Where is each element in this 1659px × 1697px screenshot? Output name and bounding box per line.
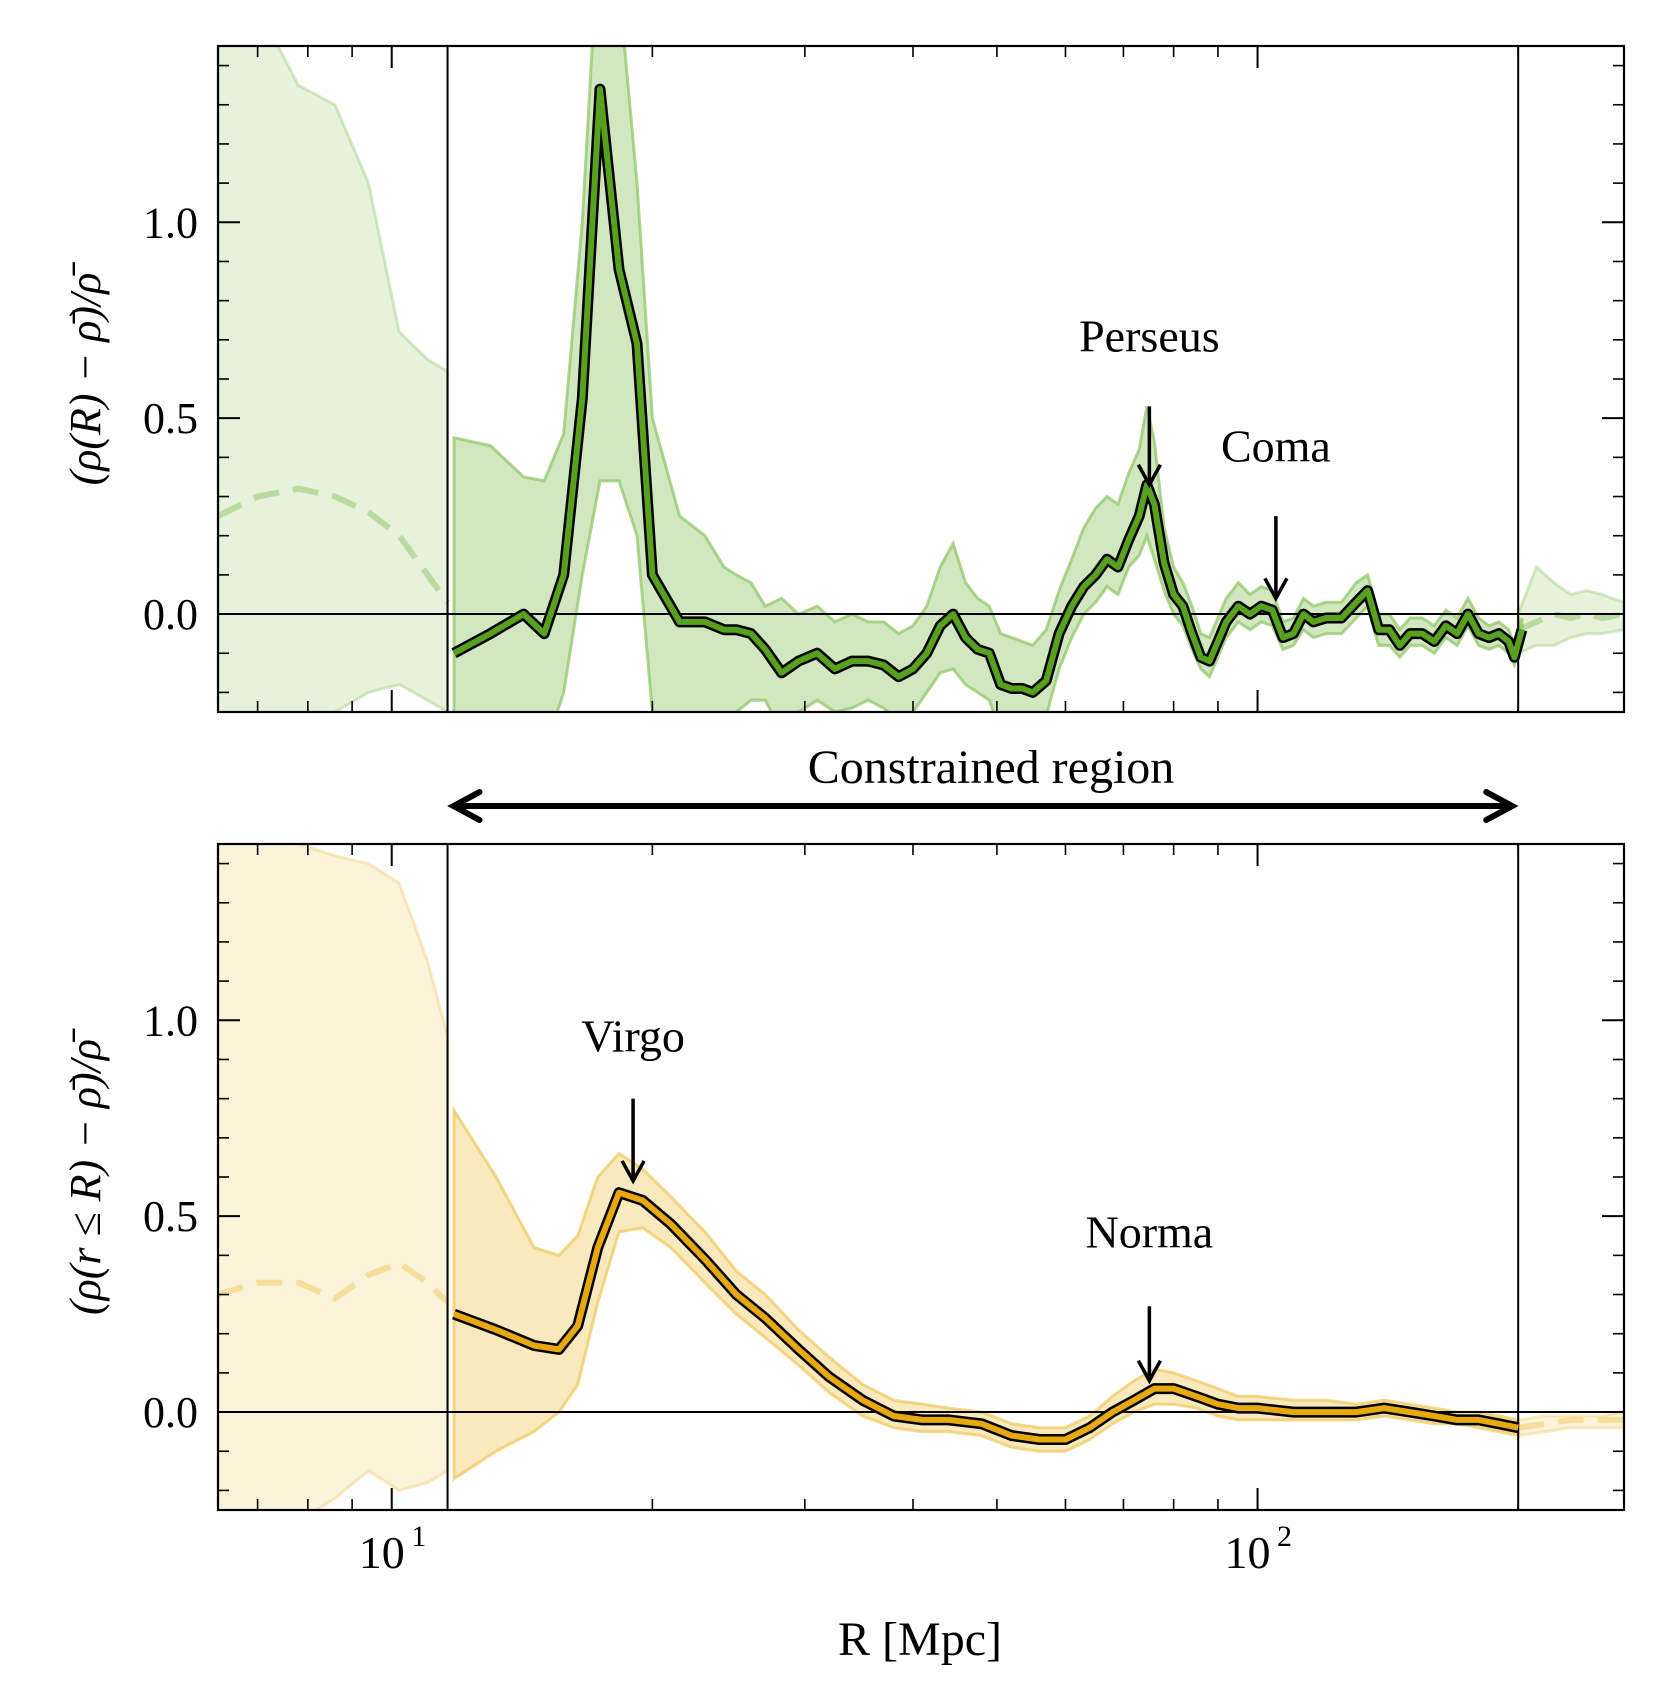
xtick-label: 10 bbox=[1225, 1527, 1271, 1578]
top-ytick-label: 0.5 bbox=[143, 394, 198, 443]
top-unconstrained-line-left bbox=[218, 485, 450, 605]
constrained-region-arrowhead-left bbox=[447, 789, 483, 823]
top-unconstrained-band-left bbox=[218, 46, 449, 712]
top-plot-frame bbox=[216, 44, 1626, 714]
annotation-norma: Norma bbox=[1085, 1207, 1213, 1258]
bottom-unconstrained-line-left bbox=[218, 1259, 450, 1305]
annotation-arrowhead-norma bbox=[1136, 1359, 1162, 1385]
bottom-unconstrained-line-right bbox=[1517, 1416, 1624, 1431]
annotation-arrowhead-coma bbox=[1263, 577, 1289, 603]
annotation-arrowhead-virgo bbox=[620, 1160, 646, 1185]
top-panel: 0.0 0.5 1.0 (ρ(R) − ρ̄)/ρ̄ Perseus Coma bbox=[61, 44, 1626, 714]
annotation-perseus: Perseus bbox=[1079, 311, 1220, 362]
x-axis-label: R [Mpc] bbox=[838, 1613, 1002, 1666]
xtick-label-exponent: 2 bbox=[1277, 1520, 1292, 1553]
constrained-region-annotation: Constrained region bbox=[447, 741, 1519, 823]
bottom-ytick-label: 0.5 bbox=[143, 1192, 198, 1241]
bottom-unconstrained-band-left bbox=[218, 844, 449, 1510]
bottom-ytick-label: 1.0 bbox=[143, 996, 198, 1045]
annotation-coma: Coma bbox=[1221, 420, 1331, 471]
top-confidence-band bbox=[452, 46, 1524, 712]
top-ytick-label: 1.0 bbox=[143, 198, 198, 247]
bottom-unconstrained-band-right bbox=[1516, 1410, 1624, 1438]
bottom-plot-frame bbox=[216, 842, 1626, 1512]
top-unconstrained-line-right bbox=[1517, 610, 1624, 633]
top-ytick-label: 0.0 bbox=[143, 590, 198, 639]
top-unconstrained-band-right bbox=[1516, 564, 1624, 656]
bottom-ytick-label: 0.0 bbox=[143, 1388, 198, 1437]
top-series-line bbox=[452, 86, 1525, 696]
bottom-series-line bbox=[452, 1189, 1519, 1443]
constrained-region-label: Constrained region bbox=[808, 741, 1175, 794]
constrained-region-arrowhead-right bbox=[1483, 789, 1519, 823]
top-ylabel: (ρ(R) − ρ̄)/ρ̄ bbox=[61, 262, 110, 486]
xtick-label-exponent: 1 bbox=[411, 1520, 426, 1553]
annotation-arrowhead-perseus bbox=[1136, 463, 1162, 489]
annotation-virgo: Virgo bbox=[581, 1011, 685, 1062]
xtick-label: 10 bbox=[359, 1527, 405, 1578]
bottom-ylabel: (ρ(r ≤ R) − ρ̄)/ρ̄ bbox=[61, 1028, 110, 1315]
bottom-panel: 0.00.51.0 (ρ(r ≤ R) − ρ̄)/ρ̄ VirgoNorma … bbox=[61, 842, 1626, 1666]
